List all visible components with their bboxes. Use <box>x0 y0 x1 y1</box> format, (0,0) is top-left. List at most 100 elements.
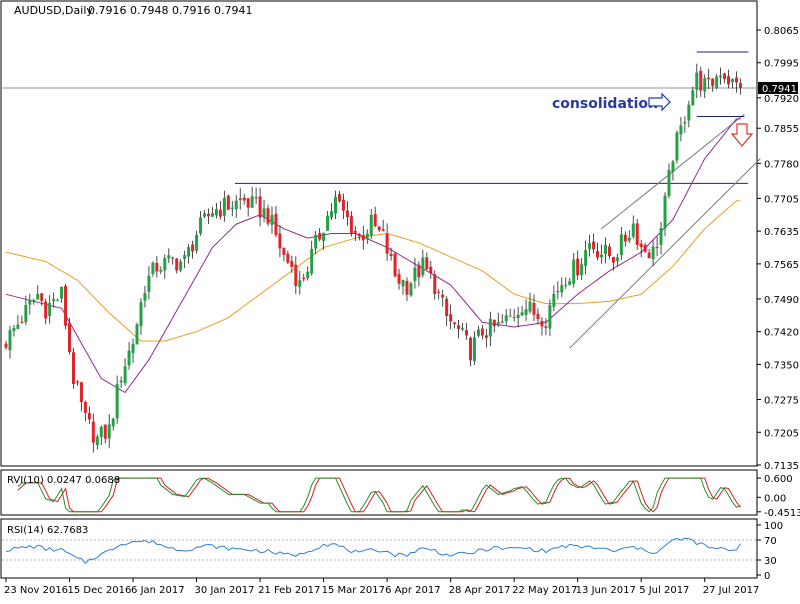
candle-body <box>528 301 532 312</box>
y-tick-label: 0.8065 <box>764 26 799 37</box>
candle-body <box>40 293 44 301</box>
candle-body <box>580 264 584 276</box>
y-tick-label: 0.7490 <box>764 295 799 306</box>
candle-body <box>361 234 365 241</box>
symbol-label: AUDUSD,Daily <box>14 4 93 17</box>
candle-body <box>218 209 222 217</box>
candle-body <box>103 424 107 439</box>
candle-body <box>143 293 147 301</box>
candle-body <box>171 257 175 259</box>
candle-body <box>647 252 651 259</box>
x-tick-label: 6 Jan 2017 <box>131 585 185 596</box>
candle-body <box>274 213 278 236</box>
candle-body <box>115 383 119 419</box>
candle-body <box>544 326 548 328</box>
candle-body <box>330 211 334 218</box>
candle-body <box>99 427 103 438</box>
candle-body <box>282 247 286 255</box>
candle-body <box>369 214 373 236</box>
candle-body <box>532 302 536 315</box>
candle-body <box>87 412 91 420</box>
candle-body <box>111 418 115 427</box>
candle-body <box>95 436 99 445</box>
candle-body <box>254 197 258 199</box>
candle-body <box>183 255 187 260</box>
candle-body <box>635 223 639 245</box>
candle-body <box>659 228 663 245</box>
x-tick-label: 30 Jan 2017 <box>195 585 255 596</box>
candle-body <box>278 233 282 249</box>
candle-body <box>703 78 707 92</box>
candle-body <box>365 233 369 239</box>
candle-body <box>334 196 338 214</box>
candle-body <box>679 125 683 135</box>
x-tick-label: 21 Feb 2017 <box>258 585 320 596</box>
rsi-tick-label: 0 <box>764 571 770 582</box>
candle-body <box>167 255 171 259</box>
candle-body <box>592 241 596 250</box>
candle-body <box>302 277 306 280</box>
candle-body <box>199 217 203 234</box>
candle-body <box>139 302 143 327</box>
candle-body <box>8 330 12 351</box>
candle-body <box>476 329 480 336</box>
candle-body <box>731 78 735 83</box>
candle-body <box>373 214 377 227</box>
ohlc-readout: 0.7916 0.7948 0.7916 0.7941 <box>88 4 252 17</box>
candle-body <box>691 90 695 106</box>
candle-body <box>421 257 425 276</box>
candle-body <box>600 254 603 258</box>
candle-body <box>437 291 441 293</box>
candle-body <box>715 76 719 88</box>
y-tick-label: 0.7205 <box>764 428 799 439</box>
y-tick-label: 0.7350 <box>764 360 799 371</box>
right-arrow-icon <box>648 92 671 112</box>
candle-body <box>445 298 449 317</box>
candle-body <box>603 244 607 254</box>
candle-body <box>314 235 318 249</box>
candle-body <box>524 309 528 315</box>
candle-body <box>127 350 131 366</box>
candle-body <box>667 169 671 196</box>
x-tick-label: 5 Jul 2017 <box>639 585 689 596</box>
candle-body <box>36 293 40 300</box>
candle-body <box>195 234 199 251</box>
candle-body <box>357 233 361 237</box>
candle-body <box>385 233 389 254</box>
y-tick-label: 0.7995 <box>764 59 799 70</box>
rvi-main-line <box>17 477 741 513</box>
candle-body <box>409 283 413 296</box>
candle-body <box>663 195 667 229</box>
candle-body <box>611 256 615 263</box>
y-tick-label: 0.7920 <box>764 94 799 105</box>
candle-body <box>119 380 123 383</box>
rsi-tick-label: 100 <box>764 521 783 532</box>
candle-body <box>381 229 385 231</box>
rsi-tick-label: 70 <box>764 536 777 547</box>
candle-body <box>655 246 659 248</box>
candle-body <box>345 210 349 218</box>
x-tick-label: 15 Dec 2016 <box>68 585 132 596</box>
candle-body <box>671 161 675 172</box>
consolidation-label: consolidation <box>552 96 658 112</box>
candle-body <box>441 294 445 298</box>
candle-body <box>242 197 246 201</box>
candle-body <box>262 208 266 217</box>
candle-body <box>738 83 742 88</box>
candle-body <box>433 274 437 295</box>
rsi-label: RSI(14) 62.7683 <box>7 525 88 536</box>
candle-body <box>353 230 357 233</box>
candle-body <box>508 315 512 317</box>
candle-body <box>512 317 516 319</box>
ma-slow-line <box>5 200 741 342</box>
candle-body <box>60 286 64 299</box>
candle-body <box>349 216 353 234</box>
candle-body <box>564 284 568 286</box>
candle-body <box>191 244 195 252</box>
candle-body <box>322 232 326 241</box>
candle-body <box>266 208 270 224</box>
candle-body <box>377 226 381 231</box>
rsi-pane <box>2 537 757 565</box>
candle-body <box>75 381 79 383</box>
x-tick-label: 22 May 2017 <box>512 585 577 596</box>
